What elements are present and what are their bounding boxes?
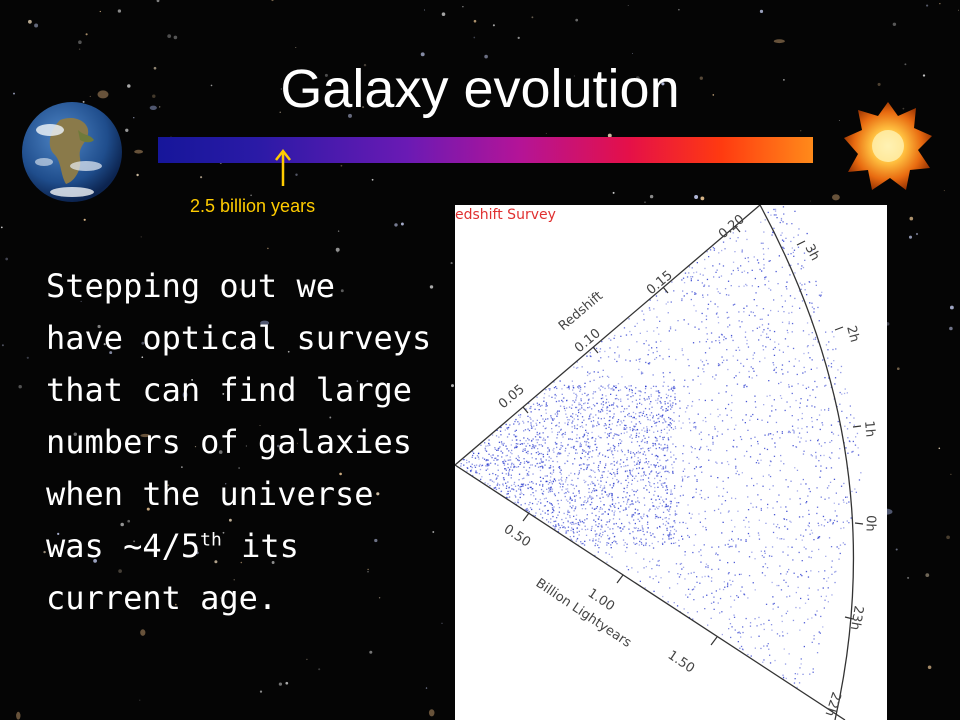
survey-title: edshift Survey: [455, 207, 556, 223]
slide-body-text: Stepping out we have optical surveys tha…: [46, 260, 466, 624]
ra-tick-label: 2h: [843, 324, 862, 344]
body-line: was ~4/5th its: [46, 520, 466, 572]
slide-title: Galaxy evolution: [280, 59, 680, 119]
redshift-wedge-diagram: 0.05 0.10 0.15 0.20 Redshift 0.50 1.00 1…: [455, 205, 878, 720]
ra-tick-label: 3h: [801, 242, 822, 264]
body-line: Stepping out we: [46, 267, 335, 305]
redshift-survey-image: [455, 205, 887, 720]
body-line-part: was ~4/5: [46, 527, 201, 565]
ra-tick-label: 0h: [862, 515, 878, 532]
wedge-upper-edge: [455, 205, 761, 466]
redshift-tick-label: 0.15: [644, 268, 676, 298]
distance-axis-label: Billion Lightyears: [533, 576, 634, 651]
distance-tick-label: 1.50: [665, 648, 697, 677]
axis-ticks: [522, 225, 864, 646]
time-gradient-bar: [158, 137, 813, 163]
superscript: th: [200, 529, 222, 551]
body-line: current age.: [46, 579, 278, 617]
galaxy-distribution: [456, 206, 862, 689]
up-arrow-icon: [275, 148, 291, 186]
ra-tick-label: 23h: [847, 604, 866, 631]
body-line: when the universe: [46, 475, 374, 513]
wedge-lower-edge: [455, 464, 846, 720]
body-line-part: its: [221, 527, 299, 565]
earth-icon: [22, 102, 122, 202]
wedge-outer-arc: [759, 205, 855, 720]
ra-tick-label: 22h: [822, 690, 844, 718]
ra-tick-label: 1h: [861, 420, 877, 438]
redshift-tick-label: 0.20: [716, 212, 748, 242]
time-marker-label: 2.5 billion years: [190, 196, 316, 216]
redshift-axis-label: Redshift: [556, 289, 606, 334]
body-line: numbers of galaxies: [46, 423, 413, 461]
supernova-icon: [844, 102, 932, 190]
body-line: that can find large: [46, 371, 413, 409]
distance-tick-label: 0.50: [501, 522, 533, 551]
body-line: have optical surveys: [46, 319, 432, 357]
